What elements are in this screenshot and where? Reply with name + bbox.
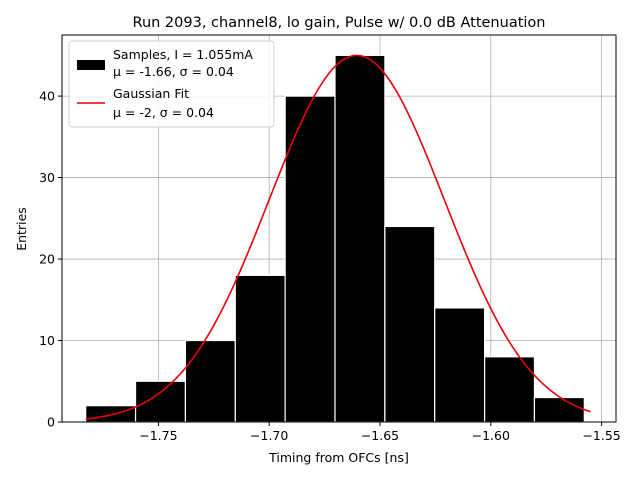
chart-title: Run 2093, channel8, lo gain, Pulse w/ 0.… [133,15,546,31]
legend: Samples, I = 1.055mA μ = -1.66, σ = 0.04… [68,40,275,128]
legend-samples-label: Samples, I = 1.055mA [113,47,253,62]
x-tick-label: −1.65 [361,428,399,443]
plot-frame [61,34,617,423]
gaussian-fit-curve [85,54,591,420]
x-tick-label: −1.75 [139,428,177,443]
histogram-bar [483,356,536,423]
x-axis-ticks: −1.75 −1.70 −1.65 −1.60 −1.55 [139,422,621,443]
histogram-bar [85,405,137,423]
histogram-bar [284,95,336,423]
x-tick-label: −1.55 [582,428,620,443]
y-axis-label: Entries [14,207,29,251]
legend-fit-stats: μ = -2, σ = 0.04 [113,105,214,120]
y-tick-label: 10 [39,333,55,348]
histogram-bar [434,307,486,423]
y-tick-label: 40 [39,89,55,104]
legend-fit-label: Gaussian Fit [113,86,189,101]
histogram-bar [384,225,436,423]
y-axis-ticks: 0 10 20 30 40 [39,89,62,430]
histogram-bar [234,274,286,423]
legend-samples-swatch [77,60,105,70]
x-axis-label: Timing from OFCs [ns] [268,450,409,465]
histogram-bar [334,54,386,423]
x-tick-label: −1.60 [472,428,510,443]
legend-samples-stats: μ = -1.66, σ = 0.04 [113,64,234,79]
legend-box [68,40,275,128]
y-tick-label: 30 [39,170,55,185]
gaussian-fit-layer [85,54,591,420]
histogram-bar [533,396,585,423]
y-tick-label: 20 [39,252,55,267]
y-tick-label: 0 [47,415,55,430]
histogram-bar [134,380,187,423]
histogram-bar [184,339,236,423]
x-tick-label: −1.70 [250,428,288,443]
